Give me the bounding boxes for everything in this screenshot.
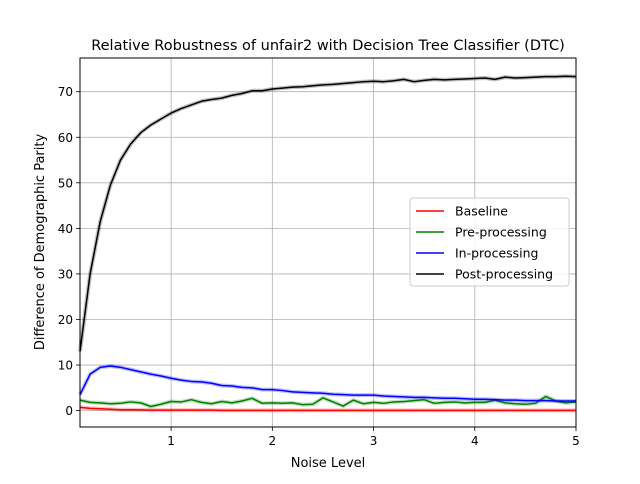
y-axis-label: Difference of Demographic Parity xyxy=(33,134,48,351)
legend-label-pre-processing: Pre-processing xyxy=(455,225,547,240)
legend-label-post-processing: Post-processing xyxy=(455,267,553,282)
x-tick-label: 3 xyxy=(370,434,378,448)
series-lines xyxy=(78,74,577,413)
x-axis-ticks: 1 2 3 4 5 xyxy=(167,427,580,448)
series-line-baseline xyxy=(79,406,576,412)
series-band-in-processing xyxy=(78,363,576,404)
series-line-post-processing xyxy=(79,75,577,352)
series-line-in-processing xyxy=(79,365,576,402)
legend-label-baseline: Baseline xyxy=(455,204,508,219)
x-axis-label: Noise Level xyxy=(291,456,366,471)
x-tick-label: 4 xyxy=(471,434,479,448)
y-tick-label: 40 xyxy=(58,222,73,236)
legend-frame xyxy=(409,197,570,287)
y-tick-label: 0 xyxy=(65,404,73,418)
chart-title: Relative Robustness of unfair2 with Deci… xyxy=(91,38,565,54)
y-axis-ticks: 0 10 20 30 40 50 60 70 xyxy=(58,85,80,418)
y-tick-label: 30 xyxy=(58,267,73,281)
y-tick-label: 70 xyxy=(58,85,73,99)
y-tick-label: 20 xyxy=(58,313,73,327)
y-tick-label: 50 xyxy=(58,176,73,190)
plot-frame xyxy=(79,57,577,428)
x-tick-label: 2 xyxy=(269,434,277,448)
y-tick-label: 60 xyxy=(58,131,73,145)
legend-label-in-processing: In-processing xyxy=(455,246,538,261)
legend: Baseline Pre-processing In-processing Post-… xyxy=(409,197,570,287)
x-tick-label: 5 xyxy=(572,434,580,448)
series-line-pre-processing xyxy=(79,395,577,408)
y-tick-label: 10 xyxy=(58,359,73,373)
x-tick-label: 1 xyxy=(167,434,175,448)
